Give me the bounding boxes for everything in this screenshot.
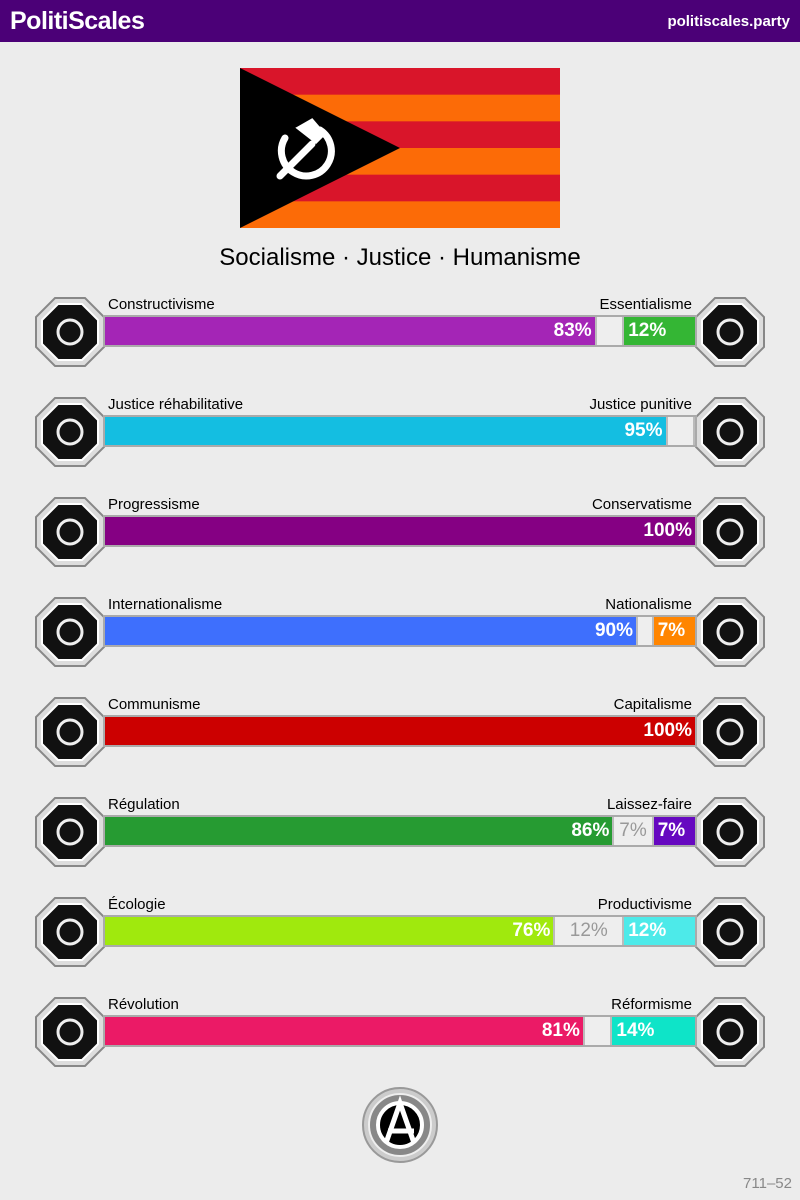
left-segment: 86% [105,817,613,845]
right-segment: 7% [653,617,695,645]
money-bag-icon [695,697,765,767]
axis-bar: 100% [103,715,697,747]
gear-icon [695,897,765,967]
left-pct: 100% [643,520,692,541]
neutral-pct: 7% [619,820,647,841]
left-segment: 100% [105,517,695,545]
axis-right-label: Essentialisme [599,296,692,313]
axis-row: Régulation Laissez-faire 86% 7% 7% [0,788,800,878]
site-link[interactable]: politiscales.party [667,12,790,30]
axis-right-label: Nationalisme [605,596,692,613]
left-segment: 100% [105,717,695,745]
right-segment: 12% [624,917,695,945]
axis-bar: 100% [103,515,697,547]
axis-bar: 86% 7% 7% [103,815,697,847]
axis-right-label: Justice punitive [589,396,692,413]
parliament-icon [695,997,765,1067]
axis-right-label: Conservatisme [591,496,692,513]
neutral-segment: 7% [612,817,654,845]
app-header: PolitiScales politiscales.party [0,0,800,42]
left-pct: 90% [594,620,633,641]
globe-icon [35,597,105,667]
left-pct: 95% [624,420,663,441]
axis-row: Progressisme Conservatisme 100% [0,488,800,578]
torch-icon [35,997,105,1067]
eye-icon [35,297,105,367]
neutral-pct: 12% [569,920,608,941]
axis-bar: 83% 12% [103,315,697,347]
axis-left-label: Constructivisme [108,296,215,313]
left-pct: 86% [571,820,610,841]
left-pct: 81% [541,1020,580,1041]
axis-left-label: Internationalisme [108,596,223,613]
neutral-segment [636,617,654,645]
left-pct: 100% [643,720,692,741]
axis-left-label: Écologie [108,896,166,913]
handshake-icon [35,397,105,467]
result-flag [240,68,560,228]
axis-bar: 81% 14% [103,1015,697,1047]
left-segment: 83% [105,317,595,345]
neutral-segment [665,417,695,445]
rocket-icon [35,497,105,567]
flag-stripe [240,201,560,228]
quill-icon [695,497,765,567]
axis-right-label: Productivisme [597,896,692,913]
plant-icon [35,897,105,967]
right-segment: 12% [624,317,695,345]
left-pct: 83% [553,320,592,341]
neutral-segment: 12% [553,917,625,945]
left-segment: 90% [105,617,636,645]
hammer-and-sickle-icon [276,118,335,180]
axis-bar: 95% [103,415,697,447]
result-code: 711–52 [743,1175,792,1192]
flag-icon [695,597,765,667]
flag-stripe [240,68,560,96]
right-segment: 14% [612,1017,695,1045]
prison-bars-icon [695,397,765,467]
left-segment: 95% [105,417,666,445]
right-pct: 12% [628,920,667,941]
axis-row: Écologie Productivisme 76% 12% 12% [0,888,800,978]
right-pct: 7% [657,620,686,641]
axis-left-label: Révolution [108,996,179,1013]
left-pct: 76% [512,920,551,941]
axis-row: Justice réhabilitative Justice punitive … [0,388,800,478]
neutral-segment [582,1017,613,1045]
right-pct: 7% [657,820,686,841]
ruler-icon [35,797,105,867]
hammer-sickle-icon [35,697,105,767]
axis-right-label: Laissez-faire [606,796,692,813]
left-segment: 81% [105,1017,583,1045]
axis-bar: 76% 12% 12% [103,915,697,947]
axis-left-label: Justice réhabilitative [108,396,244,413]
slogan: Socialisme · Justice · Humanisme [219,244,581,271]
axis-right-label: Réformisme [611,996,692,1013]
axis-row: Constructivisme Essentialisme 83% 12% [0,288,800,378]
flag-triangle [240,68,400,228]
axis-left-label: Progressisme [108,496,200,513]
axis-right-label: Capitalisme [613,696,692,713]
axis-row: Communisme Capitalisme 100% [0,688,800,778]
axis-left-label: Régulation [108,796,180,813]
brand-logo[interactable]: PolitiScales [10,6,145,35]
right-segment: 7% [653,817,695,845]
axis-bar: 90% 7% [103,615,697,647]
anarchism-seal-icon [362,1087,438,1163]
right-pct: 14% [616,1020,655,1041]
right-pct: 12% [628,320,667,341]
butterfly-icon [695,797,765,867]
axis-row: Internationalisme Nationalisme 90% 7% [0,588,800,678]
left-segment: 76% [105,917,554,945]
flower-icon [695,297,765,367]
axis-left-label: Communisme [108,696,201,713]
axis-row: Révolution Réformisme 81% 14% [0,988,800,1078]
neutral-segment [594,317,625,345]
